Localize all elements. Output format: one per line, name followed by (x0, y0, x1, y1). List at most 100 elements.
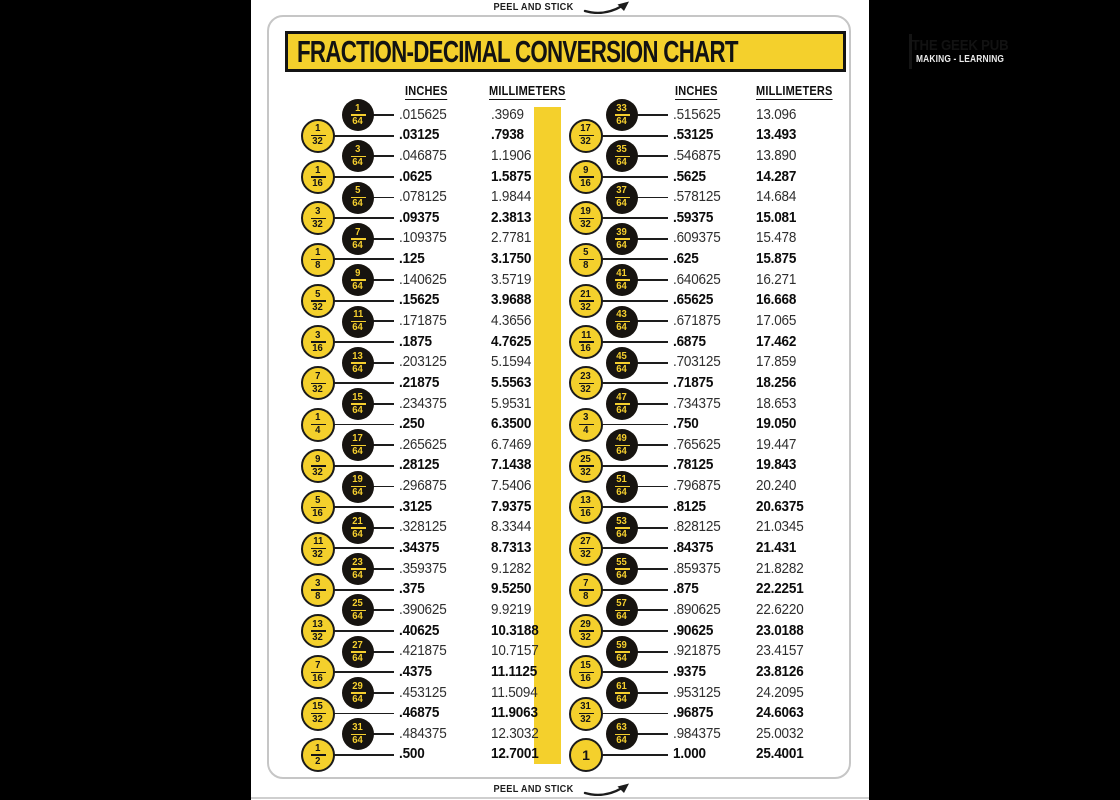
fraction-badge: 1 16 (301, 160, 335, 195)
fraction-denominator: 64 (616, 528, 628, 540)
fraction-numerator: 3 (583, 412, 589, 424)
mm-value: 8.3344 (491, 518, 532, 536)
fraction-badge: 25 32 (569, 448, 603, 483)
fraction-bar (614, 609, 630, 612)
fraction-numerator: 23 (352, 556, 364, 568)
conversion-row: 55 64 .859375 21.8282 (569, 553, 841, 586)
fraction-badge: 63 64 (606, 718, 638, 751)
conversion-row: 11 64 .171875 4.3656 (301, 305, 573, 338)
conversion-row: 17 64 .265625 6.7469 (301, 429, 573, 462)
connector-line (633, 733, 668, 736)
inches-value: .328125 (399, 518, 447, 536)
fraction-numerator: 25 (580, 453, 592, 465)
conversion-row: 13 32 .40625 10.3188 (301, 614, 573, 649)
fraction-denominator: 64 (352, 528, 364, 540)
fraction-bar (614, 403, 630, 405)
fraction-badge: 33 64 (606, 99, 638, 132)
fraction-badge: 7 64 (342, 222, 374, 255)
fraction-denominator: 16 (312, 508, 324, 520)
inches-value: .609375 (673, 229, 721, 247)
inches-value: .96875 (673, 704, 714, 722)
fraction-denominator: 4 (583, 425, 589, 437)
connector-line (599, 134, 668, 137)
inches-value: .46875 (399, 704, 440, 722)
fraction-denominator: 64 (616, 239, 628, 251)
fraction-badge: 13 16 (569, 490, 603, 525)
fraction-badge: 31 32 (569, 696, 603, 731)
fraction-denominator: 16 (580, 177, 592, 189)
connector-line (369, 691, 394, 694)
fraction-bar (350, 485, 366, 488)
inches-value: .578125 (673, 188, 721, 206)
fraction-denominator: 64 (352, 280, 364, 292)
fraction-numerator: 11 (580, 329, 592, 341)
fraction-denominator: 8 (315, 260, 321, 272)
fraction-badge: 1 (569, 737, 603, 772)
mm-value: 24.6063 (756, 704, 804, 722)
fraction-bar (310, 382, 326, 385)
fraction-numerator: 27 (352, 639, 364, 651)
fraction-bar (614, 155, 630, 158)
conversion-row: 35 64 .546875 13.890 (569, 140, 841, 173)
connector-line (633, 485, 668, 488)
fraction-numerator: 25 (352, 598, 364, 610)
fraction-denominator: 64 (616, 115, 628, 127)
header-inches: INCHES (405, 84, 448, 100)
inches-value: .5625 (673, 167, 706, 185)
fraction-numerator: 51 (616, 474, 628, 486)
inches-value: .796875 (673, 477, 721, 495)
inches-value: .484375 (399, 724, 447, 742)
inches-value: .34375 (399, 539, 440, 557)
fraction-denominator: 64 (616, 280, 628, 292)
fraction-bar (310, 506, 326, 509)
conversion-row: 37 64 .578125 14.684 (569, 181, 841, 214)
fraction-badge: 17 32 (569, 118, 603, 153)
conversion-row: 9 64 .140625 3.5719 (301, 264, 573, 297)
fraction-denominator: 16 (580, 508, 592, 520)
fraction-denominator: 16 (312, 673, 324, 685)
inches-value: .078125 (399, 188, 447, 206)
connector-line (599, 506, 668, 509)
fraction-denominator: 64 (352, 735, 364, 747)
fraction-numerator: 11 (352, 309, 364, 321)
connector-line (369, 609, 394, 612)
fraction-numerator: 3 (315, 329, 321, 341)
conversion-row: 15 16 .9375 23.8126 (569, 655, 841, 690)
connector-line (369, 568, 394, 570)
fraction-whole: 1 (582, 746, 590, 763)
fraction-bar (578, 630, 594, 632)
fraction-denominator: 64 (352, 239, 364, 251)
conversion-row: 5 32 .15625 3.9688 (301, 283, 573, 318)
mm-value: 16.271 (756, 270, 797, 288)
fraction-numerator: 13 (352, 350, 364, 362)
connector-line (369, 733, 394, 736)
fraction-bar (350, 651, 366, 653)
mm-value: 16.668 (756, 291, 797, 309)
fraction-bar (578, 465, 594, 467)
fraction-badge: 29 64 (342, 677, 374, 710)
mm-value: 2.7781 (491, 229, 532, 247)
fraction-bar (350, 733, 366, 736)
fraction-bar (310, 712, 326, 715)
fraction-numerator: 1 (355, 102, 361, 114)
fraction-numerator: 21 (580, 288, 592, 300)
connector-line (633, 444, 668, 447)
conversion-row: 51 64 .796875 20.240 (569, 470, 841, 503)
inches-value: .28125 (399, 456, 440, 474)
conversion-row: 1 16 .0625 1.5875 (301, 160, 573, 195)
conversion-row: 21 64 .328125 8.3344 (301, 511, 573, 544)
fraction-numerator: 5 (315, 495, 321, 507)
fraction-numerator: 19 (352, 474, 364, 486)
conversion-row: 13 16 .8125 20.6375 (569, 490, 841, 525)
fraction-bar (350, 527, 366, 529)
fraction-badge: 19 32 (569, 201, 603, 236)
fraction-numerator: 53 (616, 515, 628, 527)
mm-value: 21.431 (756, 539, 797, 557)
fraction-bar (310, 258, 326, 261)
fraction-badge: 15 32 (301, 696, 335, 731)
fraction-bar (350, 609, 366, 612)
